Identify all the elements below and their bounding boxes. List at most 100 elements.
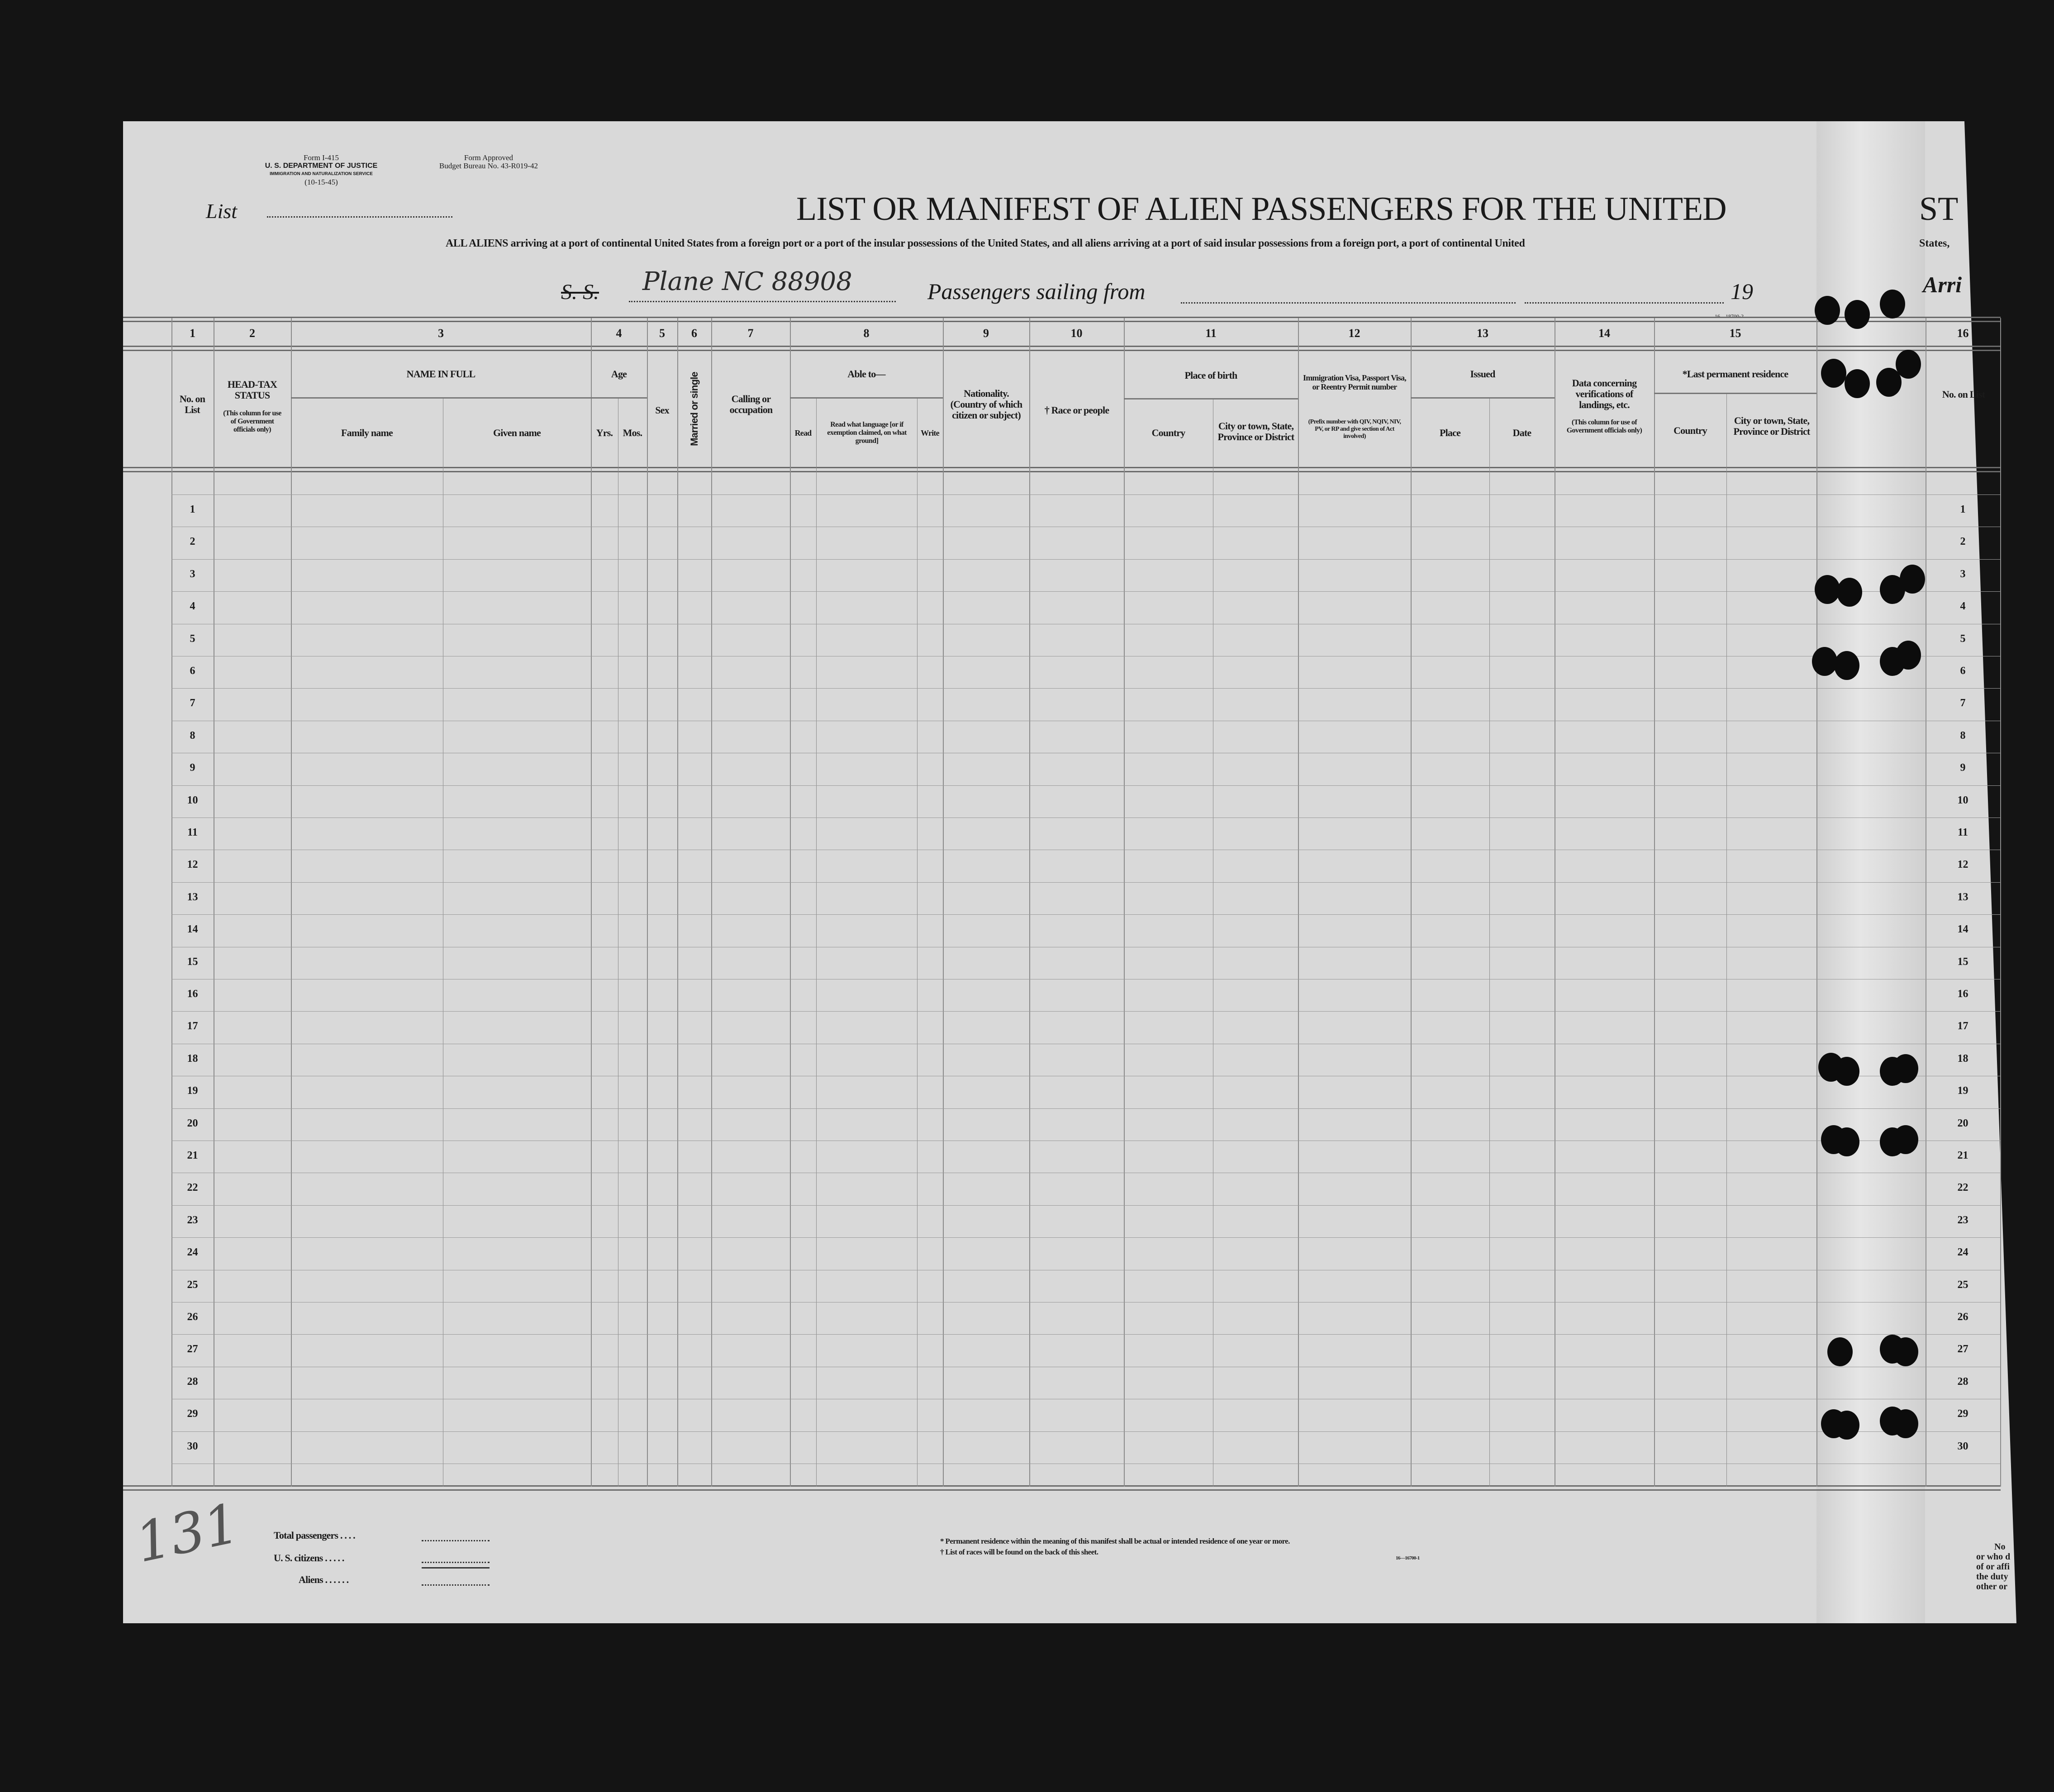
row-number-right: 19	[1957, 1085, 1968, 1097]
rule-header-bottom	[123, 467, 2001, 472]
punch-hole	[1836, 577, 1862, 607]
header-place-of-birth: Place of birth	[1184, 370, 1238, 381]
column-divider	[171, 318, 172, 1487]
column-divider	[1816, 318, 1817, 1487]
header-verification: Data concerning verifications of landing…	[1572, 377, 1637, 410]
row-number-right: 21	[1957, 1150, 1968, 1161]
row-number-right: 3	[1960, 568, 1966, 580]
subcolumn-divider	[1489, 397, 1490, 1487]
us-citizens-field[interactable]	[422, 1562, 490, 1563]
header-yrs: Yrs.	[596, 427, 613, 438]
punch-hole	[1834, 1127, 1859, 1157]
right-note-line: the duty	[1976, 1572, 2008, 1582]
header-head-tax: HEAD-TAX STATUS	[227, 379, 277, 401]
row-number-right: 12	[1957, 859, 1968, 871]
right-note-line: of or affi	[1976, 1562, 2010, 1572]
row-number-right: 15	[1957, 955, 1968, 968]
row-number-right: 29	[1957, 1408, 1968, 1420]
row-line	[171, 1205, 2000, 1206]
aliens-label: Aliens . . . . . .	[299, 1574, 349, 1585]
form-approved: Form Approved	[464, 153, 514, 162]
right-note-line: or who d	[1976, 1552, 2011, 1562]
header-married: Married or single	[689, 372, 700, 446]
us-citizens-rule	[422, 1567, 490, 1569]
rule-name	[291, 397, 647, 399]
header-nationality: Nationality. (Country of which citizen o…	[950, 388, 1023, 421]
sailing-from-field[interactable]	[1181, 302, 1516, 304]
row-number: 11	[187, 827, 198, 838]
punch-hole	[1876, 368, 1902, 397]
row-number-right: 1	[1960, 504, 1966, 515]
vessel-field[interactable]	[629, 301, 896, 302]
row-number: 9	[190, 762, 195, 774]
aliens-field[interactable]	[422, 1584, 490, 1586]
page-title: LIST OR MANIFEST OF ALIEN PASSENGERS FOR…	[796, 190, 1727, 228]
row-number: 3	[190, 568, 195, 580]
row-number: 24	[187, 1246, 198, 1259]
header-issued-date: Date	[1512, 427, 1532, 438]
footer-form-code: 16—16700-1	[1396, 1555, 1420, 1561]
list-number-field[interactable]	[267, 216, 452, 218]
row-number: 21	[187, 1150, 198, 1161]
total-passengers-label: Total passengers . . . .	[274, 1530, 356, 1541]
punch-hole	[1845, 369, 1870, 399]
row-number-right: 14	[1957, 923, 1968, 936]
column-divider	[2000, 318, 2001, 1487]
header-no-on-list-right: No. on List	[1942, 389, 1985, 400]
column-divider	[1298, 318, 1299, 1487]
form-number: Form I-415	[304, 153, 339, 162]
header-able-to: Able to—	[847, 368, 885, 380]
row-number: 25	[187, 1279, 198, 1291]
department: U. S. DEPARTMENT OF JUSTICE	[265, 162, 378, 170]
header-birth-country: Country	[1151, 427, 1186, 438]
row-line	[171, 1334, 2000, 1335]
row-number-right: 28	[1957, 1375, 1968, 1388]
header-read-language: Read what language [or if exemption clai…	[827, 421, 907, 445]
colnum-1: 1	[190, 327, 195, 340]
row-number-right: 7	[1960, 697, 1966, 709]
header-verification-note: (This column for use of Government offic…	[1566, 418, 1642, 434]
column-divider	[943, 318, 944, 1487]
right-note: No or who d of or affi the duty other or	[1976, 1542, 2017, 1592]
row-number: 28	[187, 1375, 198, 1388]
row-number: 29	[187, 1408, 198, 1420]
row-line	[171, 1431, 2000, 1432]
service: IMMIGRATION AND NATURALIZATION SERVICE	[270, 171, 373, 176]
row-number-right: 25	[1957, 1279, 1968, 1291]
row-number: 27	[187, 1343, 198, 1355]
colnum-13: 13	[1477, 327, 1488, 340]
punch-hole	[1834, 1410, 1859, 1440]
header-name-in-full: NAME IN FULL	[406, 368, 476, 380]
colnum-4: 4	[616, 327, 622, 340]
vessel-handwritten: Plane NC 88908	[642, 267, 852, 296]
row-number: 2	[190, 536, 195, 548]
punch-hole	[1893, 1337, 1919, 1366]
row-number: 15	[187, 955, 198, 968]
row-number-right: 8	[1960, 729, 1966, 742]
row-number: 22	[187, 1182, 198, 1194]
row-number: 5	[190, 632, 195, 645]
row-number: 20	[187, 1117, 198, 1129]
colnum-16: 16	[1957, 327, 1969, 340]
row-line	[171, 688, 2000, 689]
column-divider	[677, 318, 678, 1487]
colnum-2: 2	[249, 327, 255, 340]
column-divider	[711, 318, 712, 1487]
list-label: List	[206, 200, 238, 223]
row-number-right: 30	[1957, 1440, 1968, 1452]
row-line	[171, 914, 2000, 915]
punch-hole	[1896, 640, 1921, 670]
header-given-name: Given name	[493, 427, 541, 438]
colnum-15: 15	[1729, 327, 1741, 340]
row-line	[171, 591, 2000, 592]
total-passengers-field[interactable]	[422, 1540, 490, 1541]
punch-hole	[1893, 1409, 1919, 1438]
row-number: 12	[187, 859, 198, 871]
header-calling: Calling or occupation	[729, 393, 773, 415]
row-number: 23	[187, 1214, 198, 1226]
ss-label: S. S.	[561, 280, 599, 304]
header-birth-city: City or town, State, Province or Distric…	[1217, 420, 1295, 442]
sailing-date-field[interactable]	[1525, 302, 1724, 304]
header-mos: Mos.	[623, 427, 642, 438]
column-divider	[1029, 318, 1030, 1487]
